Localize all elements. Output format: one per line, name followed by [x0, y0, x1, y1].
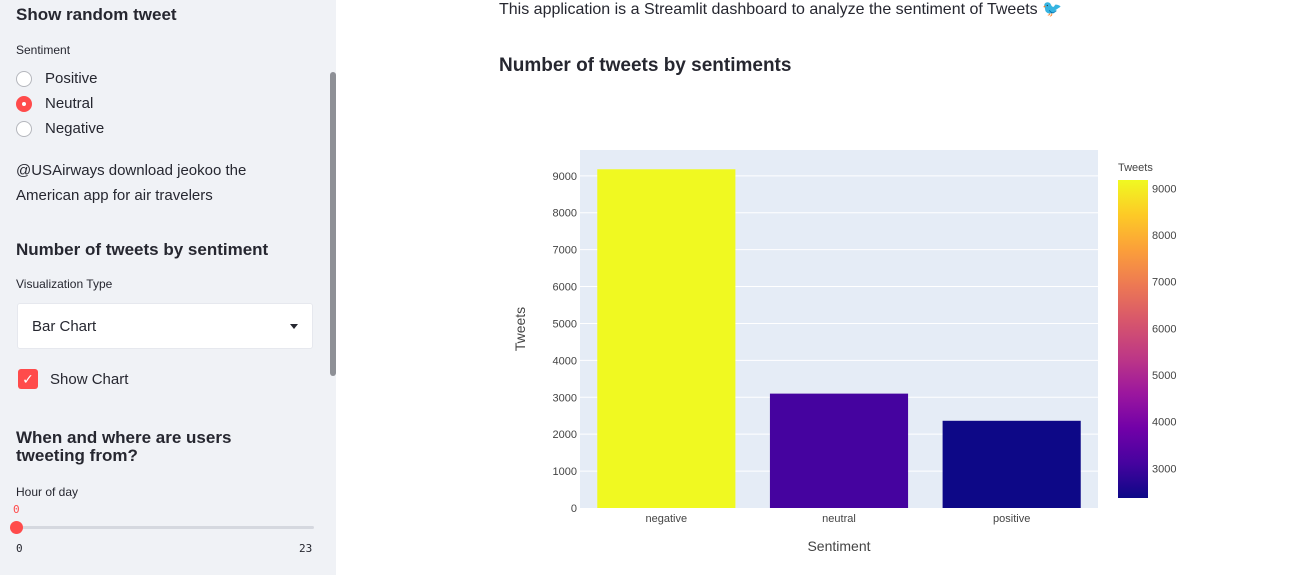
y-tick-label: 1000: [553, 466, 577, 478]
y-tick-label: 4000: [553, 355, 577, 367]
hour-label: Hour of day: [16, 485, 79, 499]
viz-type-label: Visualization Type: [16, 277, 113, 291]
count-heading: Number of tweets by sentiment: [16, 240, 269, 259]
hour-min-label: 0: [16, 542, 23, 555]
radio-label-positive[interactable]: Positive: [45, 70, 98, 87]
x-tick-label: neutral: [822, 513, 856, 525]
sidebar-scrollbar[interactable]: [330, 72, 336, 376]
radio-label-negative[interactable]: Negative: [45, 120, 105, 137]
radio-selected-icon[interactable]: [16, 95, 32, 112]
y-tick-label: 6000: [553, 282, 577, 294]
when-where-heading: When and where are users tweeting from?: [16, 429, 231, 465]
colorbar-tick-label: 3000: [1152, 463, 1176, 475]
radio-neutral[interactable]: Neutral: [16, 91, 104, 116]
hour-max-label: 23: [299, 542, 313, 555]
sidebar: Show random tweet Sentiment Positive Neu…: [0, 0, 336, 575]
hour-slider-thumb[interactable]: [10, 521, 23, 534]
y-tick-label: 9000: [553, 171, 577, 183]
y-tick-label: 0: [571, 503, 577, 515]
colorbar-tick-label: 7000: [1152, 277, 1176, 289]
description-text: This application is a Streamlit dashboar…: [499, 1, 1038, 18]
colorbar-tick-label: 6000: [1152, 323, 1176, 335]
y-tick-label: 5000: [553, 318, 577, 330]
hour-current-value: 0: [13, 503, 20, 516]
x-tick-label: positive: [993, 513, 1030, 525]
bar-negative: [597, 169, 736, 508]
sentiment-label: Sentiment: [16, 43, 71, 57]
colorbar-tick-label: 9000: [1152, 183, 1176, 195]
app-description: This application is a Streamlit dashboar…: [499, 0, 1062, 20]
bar-positive: [942, 420, 1081, 508]
y-tick-label: 2000: [553, 429, 577, 441]
bar-neutral: [769, 393, 909, 508]
hour-slider-track[interactable]: [16, 526, 314, 529]
x-tick-label: negative: [646, 513, 688, 525]
colorbar-tick-label: 5000: [1152, 370, 1176, 382]
y-axis-title: Tweets: [512, 307, 528, 351]
random-tweet-text: @USAirways download jeokoo the American …: [16, 158, 246, 208]
y-tick-label: 8000: [553, 208, 577, 220]
tweet-line: @USAirways download jeokoo the: [16, 162, 247, 179]
bars: [597, 169, 1081, 508]
caret-down-icon[interactable]: [290, 323, 298, 329]
colorbar-tick-labels: 3000 4000 5000 6000 7000 8000 9000: [1152, 183, 1176, 475]
radio-circle-icon[interactable]: [16, 70, 32, 87]
sentiment-radio-group: Positive Neutral Negative: [16, 66, 104, 141]
colorbar-title: Tweets: [1118, 162, 1153, 174]
colorbar-tick-label: 8000: [1152, 230, 1176, 242]
bird-emoji-icon: 🐦: [1042, 1, 1063, 18]
random-tweet-heading: Show random tweet: [16, 5, 177, 24]
sentiment-bar-chart: 0 1000 2000 3000 4000 5000 6000 7000 8000 9000 ne…: [512, 150, 1176, 554]
chart-heading: Number of tweets by sentiments: [499, 55, 792, 76]
y-tick-label: 7000: [553, 245, 577, 257]
heading-line: When and where are users: [16, 428, 232, 447]
heading-line: tweeting from?: [16, 446, 138, 465]
viz-type-select[interactable]: Bar Chart: [17, 303, 313, 349]
colorbar-tick-label: 4000: [1152, 417, 1176, 429]
x-axis-title: Sentiment: [807, 538, 870, 554]
tweet-line: American app for air travelers: [16, 187, 213, 204]
show-chart-label[interactable]: Show Chart: [50, 370, 129, 388]
show-chart-checkbox[interactable]: ✓ Show Chart: [18, 369, 128, 389]
colorbar: [1118, 180, 1148, 498]
y-tick-label: 3000: [553, 392, 577, 404]
y-tick-labels: 0 1000 2000 3000 4000 5000 6000 7000 8000 9000: [553, 171, 577, 515]
x-tick-labels: negative neutral positive: [646, 513, 1031, 525]
radio-label-neutral[interactable]: Neutral: [45, 95, 94, 112]
viz-type-value: Bar Chart: [32, 317, 97, 335]
radio-negative[interactable]: Negative: [16, 116, 104, 141]
checkmark-icon[interactable]: ✓: [18, 369, 38, 389]
radio-positive[interactable]: Positive: [16, 66, 104, 91]
radio-circle-icon[interactable]: [16, 120, 32, 137]
